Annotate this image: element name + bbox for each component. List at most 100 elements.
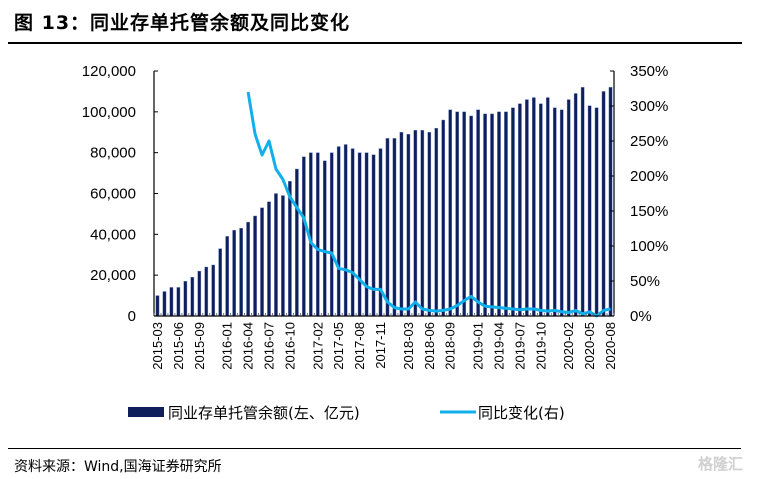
bar [190, 277, 195, 317]
bar [441, 119, 446, 317]
x-tick-label: 2018-03 [401, 322, 416, 370]
bar [420, 130, 425, 317]
bar [455, 111, 459, 317]
left-tick-label: 40,000 [90, 226, 136, 243]
right-tick-label: 50% [630, 273, 660, 290]
bar [336, 146, 341, 317]
x-tick-label: 2017-08 [352, 322, 367, 370]
bar [162, 291, 167, 317]
bar [594, 107, 599, 317]
left-tick-label: 0 [128, 308, 136, 325]
bar [246, 221, 250, 317]
x-tick-label: 2017-11 [373, 322, 388, 369]
bar [434, 127, 439, 317]
bar [525, 99, 529, 317]
right-tick-label: 150% [630, 203, 668, 220]
x-tick-label: 2017-02 [310, 322, 325, 370]
legend-bar-label: 同业存单托管余额(左、亿元) [168, 404, 360, 422]
right-tick-label: 350% [630, 63, 668, 80]
bar [587, 105, 592, 317]
bar [511, 107, 515, 317]
bar [197, 270, 202, 317]
right-tick-label: 300% [630, 98, 668, 115]
bar [302, 156, 306, 317]
bar [155, 295, 160, 317]
bar [566, 99, 571, 317]
bar [329, 152, 334, 317]
legend-line-label: 同比变化(右) [478, 404, 565, 422]
bar [371, 154, 376, 317]
bar [288, 181, 292, 317]
x-tick-label: 2019-04 [492, 322, 507, 370]
bar [399, 132, 404, 317]
left-tick-label: 120,000 [82, 63, 136, 80]
x-tick-label: 2015-03 [150, 322, 165, 370]
bar [427, 132, 432, 317]
right-tick-label: 0% [630, 308, 652, 325]
bar [239, 228, 243, 317]
line-series-layer [246, 91, 611, 318]
bar [608, 87, 613, 317]
source-rule [8, 448, 741, 449]
right-tick-label: 100% [630, 238, 668, 255]
bar [392, 138, 397, 317]
bar [483, 113, 487, 317]
x-tick-label: 2015-09 [192, 322, 207, 370]
x-tick-label: 2017-05 [331, 322, 346, 370]
bar [281, 195, 285, 317]
bar [253, 215, 257, 317]
x-tick-label: 2018-09 [443, 322, 458, 370]
bar [497, 111, 501, 317]
bar [462, 111, 466, 317]
bar [343, 144, 348, 317]
left-tick-label: 60,000 [90, 186, 136, 203]
bar [580, 87, 585, 317]
bar [204, 266, 209, 317]
bar [539, 103, 543, 317]
title-rule [8, 42, 742, 44]
bar [504, 111, 508, 317]
bar [260, 207, 264, 317]
x-tick-label: 2019-07 [512, 322, 527, 370]
figure-title: 图 13：同业存单托管余额及同比变化 [14, 12, 351, 34]
x-tick-label: 2015-06 [171, 322, 186, 370]
left-tick-label: 20,000 [90, 267, 136, 284]
bar-series [155, 87, 613, 317]
bar [315, 152, 320, 317]
right-axis-labels: 0% 50% 100% 150% 200% 250% 300% 350% [630, 63, 668, 325]
bar [295, 168, 299, 317]
bar [364, 152, 369, 317]
bar [601, 91, 606, 317]
legend: 同业存单托管余额(左、亿元) 同比变化(右) [128, 404, 565, 422]
x-tick-label: 2016-01 [220, 322, 235, 370]
bar [357, 152, 362, 317]
bar [232, 230, 236, 317]
axes [153, 70, 615, 317]
bar [552, 107, 557, 317]
x-tick-label: 2020-05 [582, 322, 597, 370]
watermark-logo: 格隆汇 [697, 455, 743, 473]
right-tick-label: 200% [630, 168, 668, 185]
legend-bar-swatch [128, 407, 164, 417]
x-tick-label: 2016-04 [241, 322, 256, 370]
bar [490, 113, 494, 317]
x-tick-label: 2019-01 [471, 322, 486, 370]
x-tick-label: 2020-08 [603, 322, 618, 370]
x-tick-label: 2018-06 [422, 322, 437, 370]
bar [559, 109, 564, 317]
bar [267, 201, 271, 317]
bar [413, 130, 418, 317]
x-tick-label: 2016-07 [262, 322, 277, 370]
right-tick-label: 250% [630, 133, 668, 150]
bar [225, 236, 229, 317]
bar [218, 248, 223, 317]
bar [211, 264, 216, 317]
source-note: 资料来源：Wind,国海证券研究所 [14, 459, 222, 475]
bar [274, 193, 278, 317]
bar [573, 93, 578, 317]
bar [532, 97, 536, 317]
bar [176, 287, 181, 317]
bar [518, 103, 522, 317]
x-tick-label: 2020-02 [561, 322, 576, 370]
